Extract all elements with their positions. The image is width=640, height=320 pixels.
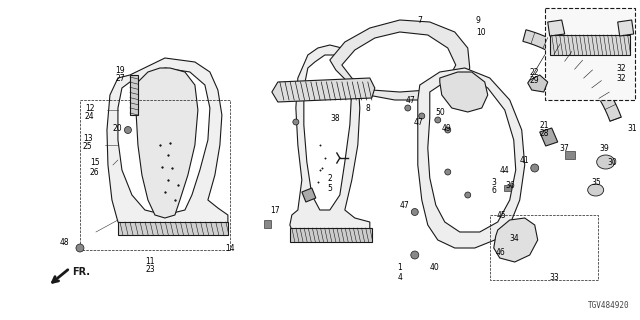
- Text: 26: 26: [90, 167, 100, 177]
- Circle shape: [445, 127, 451, 133]
- Polygon shape: [418, 68, 525, 248]
- Text: 4: 4: [397, 274, 402, 283]
- Text: 28: 28: [540, 129, 549, 138]
- Text: 14: 14: [225, 244, 235, 252]
- Text: 24: 24: [85, 111, 95, 121]
- Polygon shape: [550, 35, 630, 55]
- Text: 36: 36: [506, 180, 515, 189]
- Circle shape: [76, 244, 84, 252]
- Bar: [504, 185, 511, 191]
- Text: 31: 31: [628, 124, 637, 132]
- Polygon shape: [523, 30, 621, 121]
- Polygon shape: [528, 75, 548, 92]
- Text: 33: 33: [550, 274, 559, 283]
- Text: 47: 47: [414, 117, 424, 126]
- Polygon shape: [548, 20, 564, 36]
- Polygon shape: [290, 45, 370, 238]
- Text: 46: 46: [496, 247, 506, 257]
- Text: 1: 1: [397, 263, 402, 273]
- Text: 32: 32: [617, 74, 627, 83]
- Polygon shape: [493, 218, 538, 262]
- Text: 47: 47: [400, 201, 410, 210]
- Ellipse shape: [588, 184, 604, 196]
- Text: 23: 23: [145, 266, 155, 275]
- Circle shape: [445, 169, 451, 175]
- Text: 15: 15: [90, 157, 100, 166]
- Polygon shape: [130, 75, 138, 115]
- Ellipse shape: [596, 155, 614, 169]
- Text: 49: 49: [442, 124, 452, 132]
- Text: 50: 50: [436, 108, 445, 116]
- Circle shape: [465, 192, 471, 198]
- Circle shape: [124, 126, 131, 133]
- Bar: [545, 8, 635, 100]
- Circle shape: [531, 164, 539, 172]
- Text: 35: 35: [592, 178, 602, 187]
- Text: 21: 21: [540, 121, 549, 130]
- Polygon shape: [342, 32, 456, 92]
- Text: 22: 22: [530, 68, 540, 76]
- Text: 8: 8: [365, 103, 370, 113]
- Text: 20: 20: [112, 124, 122, 132]
- Text: 9: 9: [476, 15, 481, 25]
- Text: 6: 6: [492, 186, 497, 195]
- Circle shape: [293, 119, 299, 125]
- Polygon shape: [107, 58, 228, 230]
- Text: 12: 12: [85, 103, 95, 113]
- Polygon shape: [118, 222, 228, 235]
- Text: 10: 10: [476, 28, 485, 36]
- Polygon shape: [330, 20, 470, 100]
- Text: 34: 34: [509, 234, 520, 243]
- Text: 17: 17: [270, 205, 280, 214]
- Circle shape: [411, 251, 419, 259]
- Text: 48: 48: [60, 237, 70, 246]
- Text: FR.: FR.: [72, 267, 90, 277]
- Polygon shape: [440, 72, 488, 112]
- Polygon shape: [118, 68, 210, 215]
- Bar: [564, 151, 575, 159]
- Text: 7: 7: [417, 15, 422, 25]
- Polygon shape: [618, 20, 634, 36]
- Circle shape: [412, 209, 419, 215]
- Polygon shape: [136, 68, 198, 218]
- Text: TGV484920: TGV484920: [588, 301, 630, 310]
- Text: 44: 44: [500, 165, 509, 174]
- Text: 11: 11: [145, 258, 155, 267]
- Text: 37: 37: [560, 143, 570, 153]
- Polygon shape: [290, 228, 372, 242]
- Polygon shape: [302, 188, 316, 202]
- Circle shape: [435, 117, 441, 123]
- Text: 27: 27: [115, 74, 125, 83]
- Circle shape: [419, 113, 425, 119]
- Bar: [490, 215, 598, 280]
- Text: 25: 25: [83, 141, 93, 150]
- Polygon shape: [304, 55, 352, 210]
- Bar: [264, 220, 271, 228]
- Text: 40: 40: [430, 263, 440, 273]
- Polygon shape: [540, 128, 557, 146]
- Text: 19: 19: [115, 66, 125, 75]
- Text: 29: 29: [530, 76, 540, 84]
- Text: 47: 47: [406, 95, 416, 105]
- Circle shape: [404, 105, 411, 111]
- Text: 39: 39: [600, 143, 609, 153]
- Text: 41: 41: [520, 156, 529, 164]
- Text: 3: 3: [492, 178, 497, 187]
- Polygon shape: [428, 76, 516, 232]
- Text: 13: 13: [83, 133, 93, 142]
- Text: 32: 32: [617, 63, 627, 73]
- Text: 38: 38: [330, 114, 340, 123]
- Text: 2: 2: [327, 173, 332, 182]
- Text: 5: 5: [327, 183, 332, 193]
- Text: 45: 45: [497, 211, 506, 220]
- Text: 30: 30: [608, 157, 618, 166]
- Polygon shape: [272, 78, 375, 102]
